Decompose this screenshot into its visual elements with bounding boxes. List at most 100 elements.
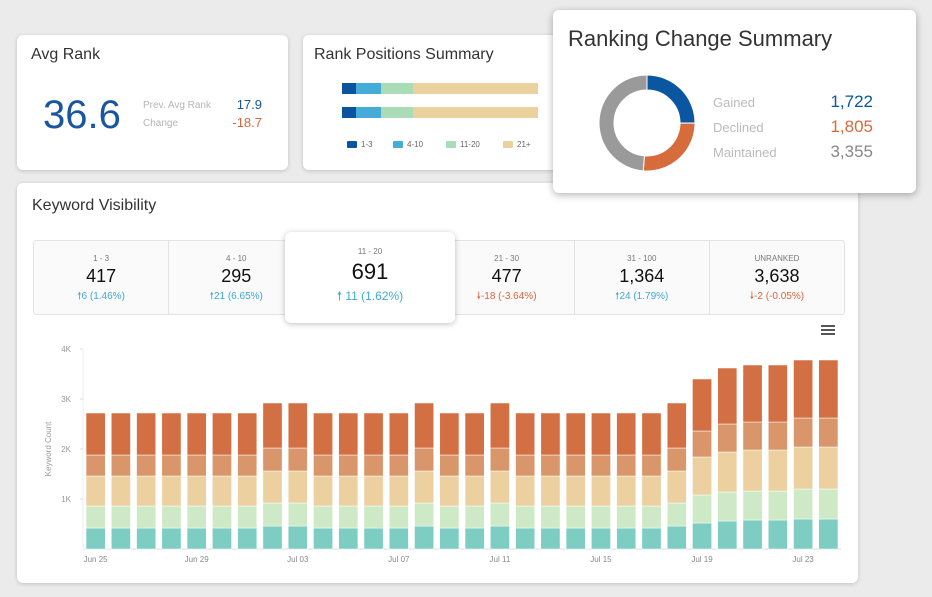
bar-segment[interactable] [262, 470, 283, 504]
bar-segment[interactable] [490, 447, 510, 472]
bar-segment[interactable] [186, 475, 207, 507]
bar-segment[interactable] [742, 364, 763, 423]
bar-segment[interactable] [313, 475, 333, 507]
bar-segment[interactable] [793, 359, 813, 419]
rank-tile[interactable]: 31 - 100 1,364 🠕24 (1.79%) [575, 241, 710, 314]
bar-segment[interactable] [793, 518, 813, 550]
bar-segment[interactable] [363, 505, 384, 529]
bar-segment[interactable] [717, 491, 738, 522]
bar-segment[interactable] [439, 505, 460, 529]
bar-segment[interactable] [338, 454, 359, 477]
bar-segment[interactable] [439, 475, 460, 507]
bar-segment[interactable] [111, 475, 131, 507]
bar-segment[interactable] [565, 454, 586, 477]
hamburger-menu-icon[interactable] [821, 325, 835, 337]
bar-segment[interactable] [490, 470, 510, 504]
bar-segment[interactable] [85, 454, 106, 477]
bar-segment[interactable] [464, 527, 485, 550]
bar-segment[interactable] [186, 527, 207, 550]
bar-segment[interactable] [161, 527, 182, 550]
bar-segment[interactable] [717, 520, 738, 550]
bar-segment[interactable] [540, 505, 561, 529]
bar-segment[interactable] [793, 417, 813, 448]
bar-segment[interactable] [717, 423, 738, 453]
bar-segment[interactable] [237, 454, 258, 477]
bar-segment[interactable] [641, 412, 662, 456]
bar-segment[interactable] [717, 451, 738, 493]
bar-segment[interactable] [793, 488, 813, 520]
bar-segment[interactable] [111, 412, 131, 456]
bar-segment[interactable] [363, 475, 384, 507]
bar-segment[interactable] [616, 454, 637, 477]
bar-segment[interactable] [414, 502, 434, 527]
bar-segment[interactable] [136, 412, 157, 456]
rank-tile[interactable]: UNRANKED 3,638 🠗-2 (-0.05%) [710, 241, 844, 314]
bar-segment[interactable] [692, 522, 712, 550]
bar-segment[interactable] [136, 475, 157, 507]
bar-segment[interactable] [793, 446, 813, 490]
bar-segment[interactable] [565, 505, 586, 529]
bar-segment[interactable] [565, 475, 586, 507]
bar-segment[interactable] [515, 527, 536, 550]
bar-segment[interactable] [237, 475, 258, 507]
bar-segment[interactable] [565, 412, 586, 456]
bar-segment[interactable] [591, 412, 611, 456]
bar-segment[interactable] [363, 527, 384, 550]
bar-segment[interactable] [313, 454, 333, 477]
bar-segment[interactable] [287, 502, 308, 527]
bar-segment[interactable] [186, 505, 207, 529]
bar-segment[interactable] [414, 470, 434, 504]
bar-segment[interactable] [616, 505, 637, 529]
rank-tile-11-20-highlighted[interactable]: 11 - 20 691 🠕 11 (1.62%) [285, 232, 455, 323]
bar-segment[interactable] [692, 378, 712, 432]
bar-segment[interactable] [464, 475, 485, 507]
bar-segment[interactable] [212, 412, 232, 456]
bar-segment[interactable] [490, 502, 510, 527]
bar-segment[interactable] [388, 412, 409, 456]
bar-segment[interactable] [692, 456, 712, 496]
bar-segment[interactable] [540, 454, 561, 477]
bar-segment[interactable] [591, 475, 611, 507]
bar-segment[interactable] [313, 412, 333, 456]
bar-segment[interactable] [161, 505, 182, 529]
bar-segment[interactable] [161, 412, 182, 456]
bar-segment[interactable] [641, 527, 662, 550]
bar-segment[interactable] [515, 412, 536, 456]
bar-segment[interactable] [161, 475, 182, 507]
bar-segment[interactable] [666, 502, 687, 527]
bar-segment[interactable] [464, 454, 485, 477]
bar-segment[interactable] [616, 412, 637, 456]
bar-segment[interactable] [388, 527, 409, 550]
bar-segment[interactable] [262, 402, 283, 449]
bar-segment[interactable] [515, 475, 536, 507]
bar-segment[interactable] [262, 502, 283, 527]
bar-segment[interactable] [591, 527, 611, 550]
bar-segment[interactable] [212, 527, 232, 550]
donut-slice-gained[interactable] [646, 74, 696, 124]
bar-segment[interactable] [767, 519, 788, 550]
bar-segment[interactable] [338, 527, 359, 550]
bar-segment[interactable] [515, 454, 536, 477]
bar-segment[interactable] [363, 412, 384, 456]
bar-segment[interactable] [742, 449, 763, 492]
bar-segment[interactable] [616, 527, 637, 550]
bar-segment[interactable] [388, 505, 409, 529]
bar-segment[interactable] [591, 454, 611, 477]
bar-segment[interactable] [742, 490, 763, 521]
bar-segment[interactable] [818, 359, 839, 419]
bar-segment[interactable] [641, 505, 662, 529]
bar-segment[interactable] [186, 412, 207, 456]
bar-segment[interactable] [767, 421, 788, 451]
bar-segment[interactable] [540, 412, 561, 456]
bar-segment[interactable] [85, 475, 106, 507]
bar-segment[interactable] [692, 430, 712, 458]
bar-segment[interactable] [111, 454, 131, 477]
bar-segment[interactable] [85, 412, 106, 456]
bar-segment[interactable] [287, 525, 308, 550]
bar-segment[interactable] [439, 412, 460, 456]
bar-segment[interactable] [287, 447, 308, 472]
bar-segment[interactable] [287, 402, 308, 449]
bar-segment[interactable] [414, 525, 434, 550]
bar-segment[interactable] [237, 527, 258, 550]
bar-segment[interactable] [111, 505, 131, 529]
